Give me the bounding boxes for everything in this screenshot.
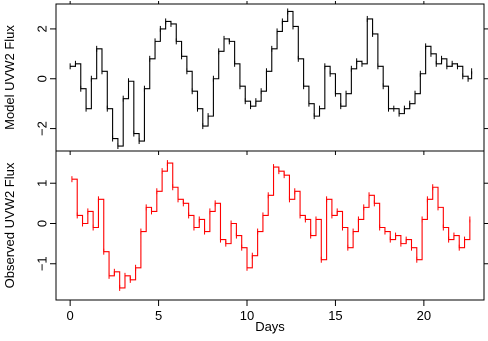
top-series-group [69, 8, 473, 150]
bottom-xtick-label: 0 [67, 308, 74, 323]
bottom-panel: −1 0 1 0 5 10 15 20 Observed UVW2 Flux Days [2, 150, 488, 334]
top-ytick-label: −2 [35, 121, 50, 136]
x-axis-label: Days [255, 319, 285, 334]
top-ytick-label: 2 [35, 25, 50, 32]
bottom-xtick-label: 5 [155, 308, 162, 323]
top-panel: −2 0 2 Model UVW2 Flux [2, 1, 488, 155]
bottom-ytick-label: 1 [35, 180, 50, 187]
bottom-x-axis: 0 5 10 15 20 [67, 300, 431, 323]
bottom-ytick-label: −1 [35, 256, 50, 271]
top-series-line [70, 10, 473, 147]
bottom-xtick-label: 20 [417, 308, 431, 323]
bottom-xtick-label: 10 [240, 308, 254, 323]
bottom-y-axis: −1 0 1 [35, 180, 488, 271]
top-ytick-label: 0 [35, 75, 50, 82]
bottom-xtick-label: 15 [328, 308, 342, 323]
top-y-axis: −2 0 2 [35, 25, 488, 136]
bottom-ytick-label: 0 [35, 220, 50, 227]
top-x-axis [69, 1, 425, 155]
bottom-series-line [71, 162, 471, 289]
bottom-series-group [71, 160, 471, 291]
bottom-plot-frame [55, 150, 485, 301]
bottom-y-axis-label: Observed UVW2 Flux [2, 162, 17, 288]
top-y-axis-label: Model UVW2 Flux [2, 25, 17, 130]
